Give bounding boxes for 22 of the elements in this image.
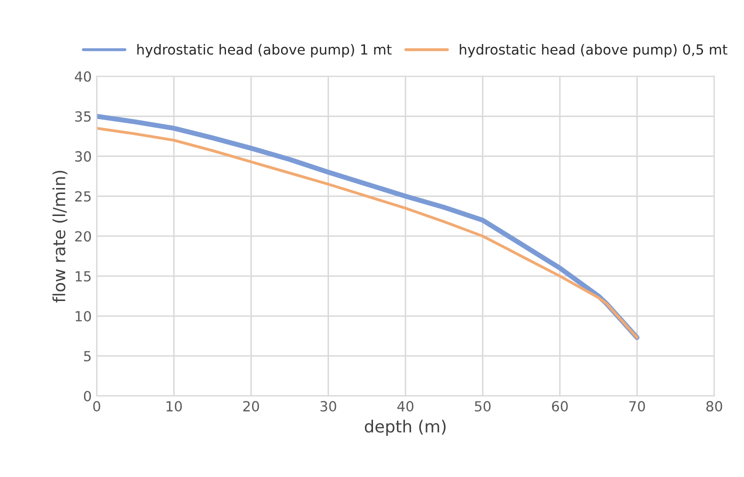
x-tick-label: 50 <box>474 401 491 412</box>
y-tick-label: 40 <box>74 71 91 82</box>
x-tick-label: 70 <box>629 401 645 412</box>
y-tick-label: 15 <box>76 271 91 282</box>
y-tick-label: 5 <box>84 351 91 362</box>
y-tick-label: 30 <box>75 151 91 162</box>
x-axis-title: depth (m) <box>364 420 446 436</box>
x-tick-label: 80 <box>706 401 722 412</box>
y-tick-label: 35 <box>75 111 91 122</box>
x-tick-label: 20 <box>243 401 260 412</box>
y-tick-label: 20 <box>75 231 91 242</box>
legend-label: hydrostatic head (above pump) 1 mt <box>137 44 392 58</box>
y-tick-label: 10 <box>76 310 91 322</box>
x-tick-label: 30 <box>320 401 336 412</box>
y-axis-title: flow rate (l/min) <box>52 170 68 302</box>
y-tick-label: 0 <box>84 390 91 402</box>
y-tick-label: 25 <box>75 191 91 202</box>
x-tick-label: 10 <box>166 401 182 412</box>
x-tick-label: 60 <box>552 401 568 412</box>
x-tick-label: 0 <box>93 401 100 412</box>
legend-label: hydrostatic head (above pump) 0,5 mt <box>460 44 728 58</box>
x-tick-label: 40 <box>397 401 414 412</box>
